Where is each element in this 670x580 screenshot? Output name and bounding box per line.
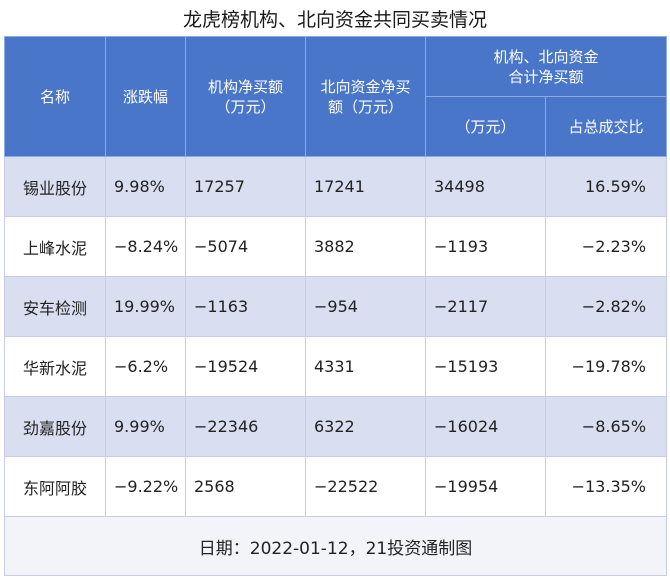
table-row: 劲嘉股份 9.99% −22346 6322 −16024 −8.65%: [4, 396, 668, 457]
table-title: 龙虎榜机构、北向资金共同买卖情况: [182, 9, 487, 31]
cell-north-net: 3882: [305, 216, 426, 277]
cell-share: −8.65%: [544, 396, 668, 457]
cell-change: −8.24%: [105, 216, 186, 277]
header-inst-line2: （万元）: [215, 97, 276, 116]
cell-north-net: 4331: [305, 336, 426, 397]
header-combined-line1: 机构、北向资金: [493, 47, 599, 66]
header-north: 北向资金净买 额（万元）: [305, 36, 426, 157]
cell-inst-net: −1163: [185, 276, 306, 337]
cell-change: 9.98%: [105, 156, 186, 217]
header-combined-line2: 合计净买额: [508, 67, 584, 86]
cell-change: 19.99%: [105, 276, 186, 337]
cell-share: −2.82%: [544, 276, 668, 337]
cell-name: 劲嘉股份: [4, 396, 106, 457]
table-body: 锡业股份 9.98% 17257 17241 34498 16.59% 上峰水泥 −8.24%…: [4, 156, 668, 517]
cell-combined-net: −2117: [425, 276, 546, 337]
cell-inst-net: 2568: [185, 456, 306, 517]
cell-inst-net: −19524: [185, 336, 306, 397]
table-row: 华新水泥 −6.2% −19524 4331 −15193 −19.78%: [4, 336, 668, 397]
cell-name: 华新水泥: [4, 336, 106, 397]
cell-share: −2.23%: [544, 216, 668, 277]
data-table: 名称 涨跌幅 机构净买额 （万元） 北向资金净买 额（万元） 机构、北向资金 合…: [3, 36, 668, 576]
cell-name: 上峰水泥: [4, 216, 106, 277]
cell-change: −9.22%: [105, 456, 186, 517]
header-change: 涨跌幅: [105, 36, 186, 157]
header-combined-group: 机构、北向资金 合计净买额: [424, 36, 668, 97]
header-north-line1: 北向资金净买: [320, 77, 411, 96]
header-combined-unit: （万元）: [425, 96, 546, 157]
table-row: 锡业股份 9.98% 17257 17241 34498 16.59%: [4, 156, 668, 217]
cell-combined-net: −19954: [425, 456, 546, 517]
cell-share: −19.78%: [544, 336, 668, 397]
cell-share: −13.35%: [544, 456, 668, 517]
table-row: 东阿阿胶 −9.22% 2568 −22522 −19954 −13.35%: [4, 456, 668, 517]
header-inst: 机构净买额 （万元）: [185, 36, 306, 157]
cell-change: 9.99%: [105, 396, 186, 457]
cell-name: 安车检测: [4, 276, 106, 337]
cell-inst-net: 17257: [185, 156, 306, 217]
cell-share: 16.59%: [544, 156, 668, 217]
cell-name: 东阿阿胶: [4, 456, 106, 517]
cell-north-net: 6322: [305, 396, 426, 457]
cell-north-net: −954: [305, 276, 426, 337]
table-row: 上峰水泥 −8.24% −5074 3882 −1193 −2.23%: [4, 216, 668, 277]
cell-name: 锡业股份: [4, 156, 106, 217]
cell-combined-net: −1193: [425, 216, 546, 277]
table-footer: 日期：2022-01-12，21投资通制图: [3, 516, 668, 576]
header-inst-line1: 机构净买额: [207, 77, 283, 96]
cell-inst-net: −22346: [185, 396, 306, 457]
cell-combined-net: 34498: [425, 156, 546, 217]
table-row: 安车检测 19.99% −1163 −954 −2117 −2.82%: [4, 276, 668, 337]
cell-change: −6.2%: [105, 336, 186, 397]
cell-inst-net: −5074: [185, 216, 306, 277]
header-name: 名称: [4, 36, 106, 157]
header-share: 占总成交比: [544, 96, 668, 157]
cell-combined-net: −16024: [425, 396, 546, 457]
header-north-line2: 额（万元）: [327, 97, 403, 116]
cell-combined-net: −15193: [425, 336, 546, 397]
cell-north-net: 17241: [305, 156, 426, 217]
cell-north-net: −22522: [305, 456, 426, 517]
